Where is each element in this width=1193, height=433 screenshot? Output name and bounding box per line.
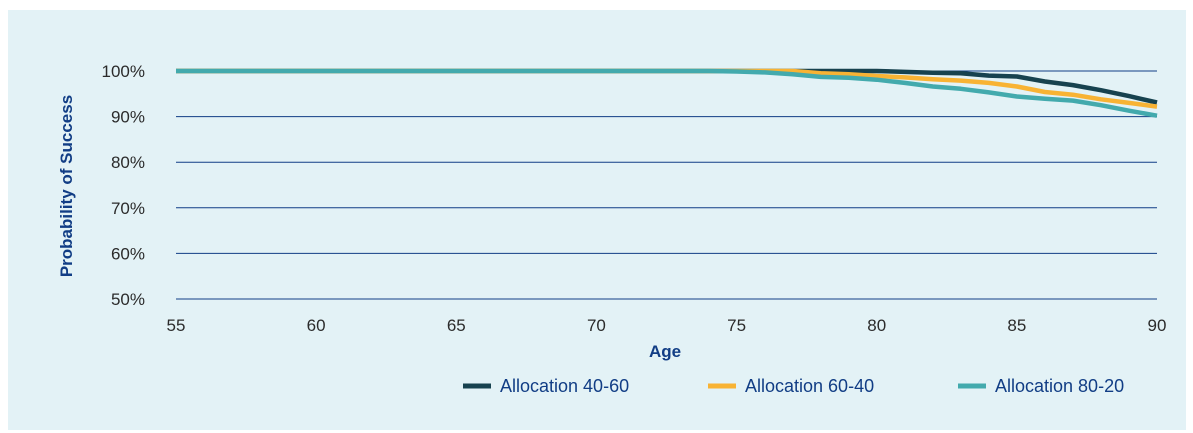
y-tick-label: 60% — [111, 244, 145, 263]
chart-panel — [8, 10, 1186, 430]
y-tick-label: 50% — [111, 290, 145, 309]
x-tick-label: 85 — [1007, 316, 1026, 335]
y-axis-title: Probability of Success — [57, 95, 76, 277]
x-axis-title: Age — [649, 342, 681, 361]
legend: Allocation 40-60 Allocation 60-40 Allocati… — [463, 376, 1124, 396]
y-tick-label: 70% — [111, 199, 145, 218]
gridlines — [176, 70, 1157, 300]
x-tick-label: 75 — [727, 316, 746, 335]
x-tick-label: 80 — [867, 316, 886, 335]
y-tick-labels: 100% 90% 80% 70% 60% 50% — [102, 62, 145, 309]
x-tick-label: 65 — [447, 316, 466, 335]
y-tick-label: 90% — [111, 108, 145, 127]
legend-label: Allocation 60-40 — [745, 376, 874, 396]
x-tick-label: 60 — [307, 316, 326, 335]
y-tick-label: 80% — [111, 153, 145, 172]
y-tick-label: 100% — [102, 62, 145, 81]
x-tick-label: 70 — [587, 316, 606, 335]
legend-label: Allocation 80-20 — [995, 376, 1124, 396]
x-tick-label: 55 — [167, 316, 186, 335]
legend-label: Allocation 40-60 — [500, 376, 629, 396]
x-tick-labels: 55 60 65 70 75 80 85 90 — [167, 316, 1167, 335]
x-tick-label: 90 — [1148, 316, 1167, 335]
series-line-3 — [176, 68, 1158, 118]
series-lines — [176, 68, 1158, 118]
